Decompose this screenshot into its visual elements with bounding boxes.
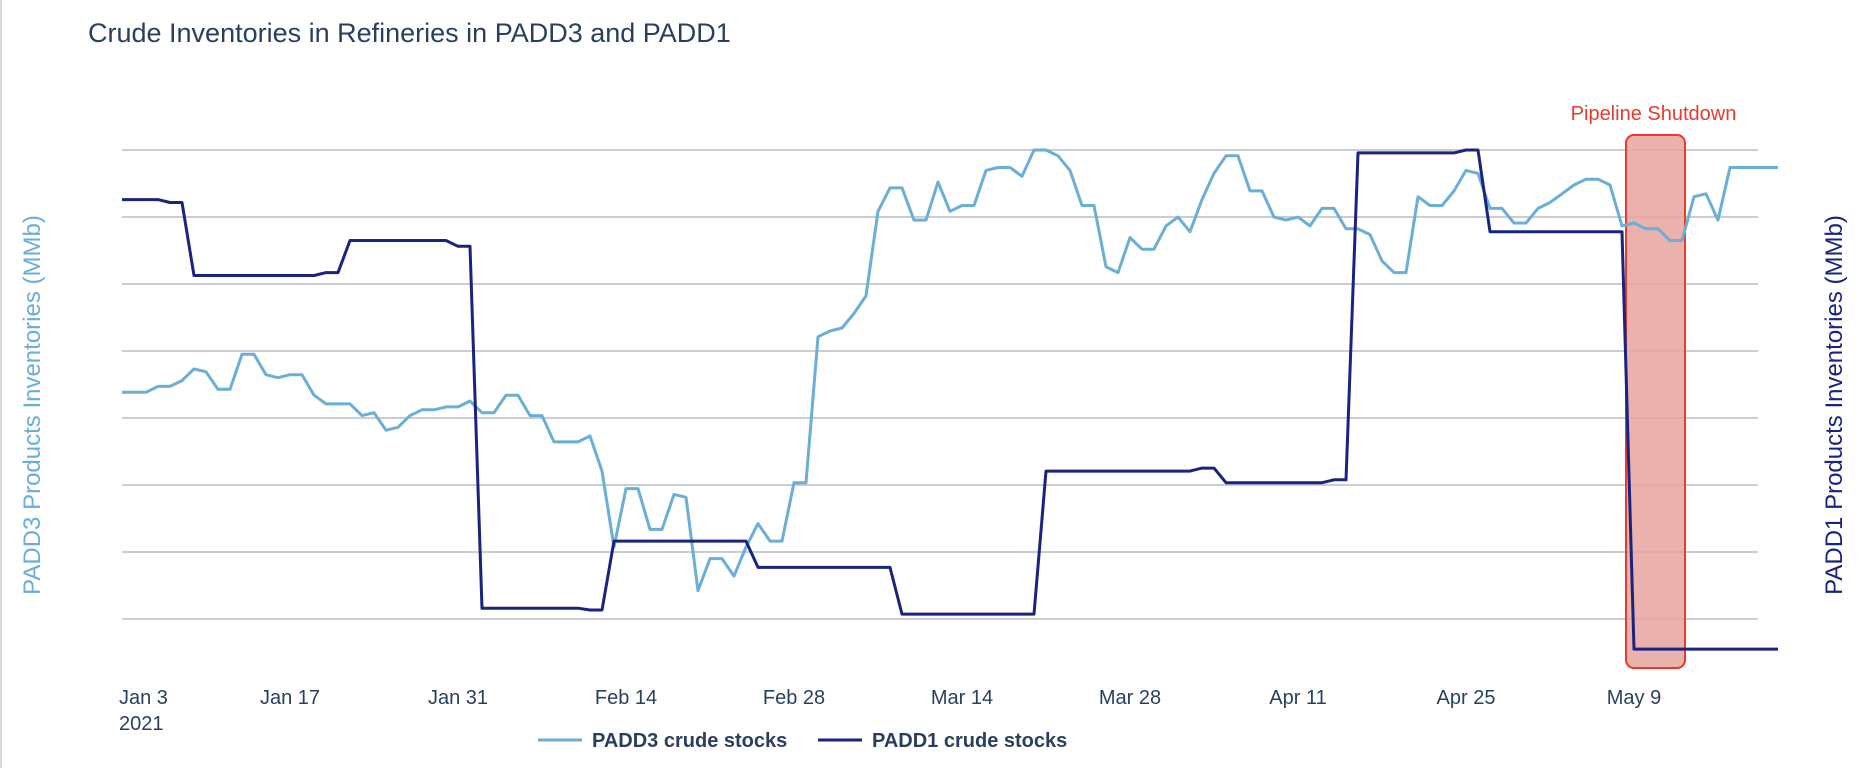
- series-line-padd1: [122, 148, 1778, 651]
- x-tick-label: Mar 14: [931, 687, 993, 709]
- series-line-padd3: [122, 148, 1778, 593]
- pipeline-shutdown-label: Pipeline Shutdown: [1571, 103, 1737, 125]
- legend-label: PADD3 crude stocks: [592, 730, 787, 752]
- x-tick-label: Apr 25: [1437, 687, 1496, 709]
- pipeline-shutdown-region: [1625, 134, 1686, 669]
- annotations: Pipeline Shutdown: [1571, 103, 1737, 669]
- left-edge-divider: [0, 0, 2, 768]
- x-tick-label: Jan 31: [428, 687, 488, 709]
- legend-item-padd3[interactable]: PADD3 crude stocks: [538, 730, 787, 752]
- x-tick-label: Jan 17: [260, 687, 320, 709]
- x-tick-label: Feb 28: [763, 687, 825, 709]
- y-axis-label-right: PADD1 Products Inventories (MMb): [1821, 215, 1848, 595]
- x-tick-label: Jan 3: [119, 687, 168, 709]
- x-tick-label: Mar 28: [1099, 687, 1161, 709]
- x-axis: Jan 3 2021 Jan 17 Jan 31 Feb 14 Feb 28 Mar 14 M…: [119, 687, 1661, 735]
- legend: PADD3 crude stocks PADD1 crude stocks: [538, 730, 1067, 752]
- legend-item-padd1[interactable]: PADD1 crude stocks: [818, 730, 1067, 752]
- chart-title: Crude Inventories in Refineries in PADD3…: [88, 18, 731, 48]
- x-tick-label: Apr 11: [1269, 687, 1326, 709]
- x-tick-sublabel: 2021: [119, 713, 164, 735]
- gridlines: [122, 149, 1758, 620]
- series-layer: [122, 148, 1778, 651]
- x-tick-label: Feb 14: [595, 687, 657, 709]
- y-axis-label-left: PADD3 Products Inventories (MMb): [19, 215, 46, 595]
- x-tick-label: May 9: [1607, 687, 1661, 709]
- legend-label: PADD1 crude stocks: [872, 730, 1067, 752]
